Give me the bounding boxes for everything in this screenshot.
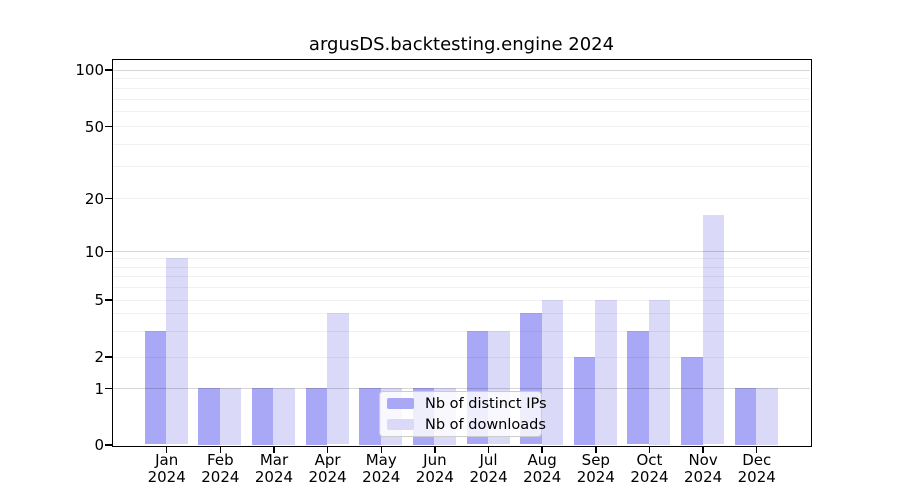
x-tick-mark [380,446,382,453]
bar-nb-of-distinct-ips-nov [681,356,703,445]
legend-item-downloads: Nb of downloads [380,416,546,434]
y-tick-mark [105,125,112,128]
x-tick-label-dec: Dec 2024 [737,451,776,486]
x-tick-label-jul: Jul 2024 [469,451,508,486]
x-tick-label-may: May 2024 [362,451,401,486]
x-tick-label-nov: Nov 2024 [684,451,723,486]
legend-label-distinct-ips: Nb of distinct IPs [425,395,547,412]
x-tick-mark [487,446,490,453]
y-tick-label: 2 [94,348,104,366]
bar-nb-of-distinct-ips-apr [305,388,328,445]
legend-swatch-distinct-ips-icon [387,398,414,409]
legend-item-distinct-ips: Nb of distinct IPs [380,395,547,413]
y-tick-mark [105,69,112,71]
bar-nb-of-downloads-dec [756,388,778,445]
x-tick-mark [541,446,543,453]
bar-nb-of-distinct-ips-jan [144,331,167,445]
bar-nb-of-distinct-ips-sep [573,356,596,445]
bar-nb-of-downloads-oct [648,299,671,445]
bar-nb-of-distinct-ips-mar [251,388,274,445]
x-tick-mark [434,446,436,453]
x-tick-mark [756,446,758,453]
x-tick-mark [273,446,275,453]
x-tick-label-jan: Jan 2024 [147,451,186,486]
y-tick-mark [105,444,112,446]
x-tick-mark [648,446,651,453]
gridline-minor [112,87,810,89]
gridline-minor [112,143,810,145]
bar-nb-of-downloads-apr [327,313,349,445]
gridline-minor [112,126,810,127]
y-tick-label: 0 [94,436,104,454]
x-tick-label-mar: Mar 2024 [254,451,294,486]
y-tick-label: 100 [75,61,104,79]
bar-nb-of-distinct-ips-oct [627,331,649,445]
legend-swatch-downloads-icon [387,419,414,430]
x-tick-label-jun: Jun 2024 [415,451,454,486]
x-tick-mark [595,446,597,453]
chart-title: argusDS.backtesting.engine 2024 [308,34,615,55]
gridline-major [112,69,810,71]
x-tick-label-aug: Aug 2024 [523,451,562,486]
x-tick-label-sep: Sep 2024 [576,451,615,486]
x-tick-mark [326,446,329,453]
bar-nb-of-downloads-feb [219,388,242,445]
y-tick-label: 50 [84,117,104,136]
y-tick-label: 1 [94,379,104,398]
gridline-minor [112,98,810,100]
bar-nb-of-downloads-sep [595,299,617,445]
gridline-minor [112,111,810,113]
x-tick-mark [166,446,168,453]
gridline-minor [112,198,810,199]
gridline-minor [112,78,810,80]
x-tick-label-apr: Apr 2024 [308,451,347,486]
x-tick-mark [219,446,222,453]
y-tick-mark [105,299,112,301]
legend: Nb of distinct IPs Nb of downloads [379,391,547,437]
gridline-minor [112,166,810,168]
plot-area [111,58,812,447]
y-tick-mark [105,387,112,390]
bar-nb-of-distinct-ips-feb [198,388,220,445]
y-tick-label: 5 [94,291,104,309]
y-tick-label: 10 [84,242,104,261]
y-tick-label: 20 [84,189,104,208]
bar-nb-of-distinct-ips-dec [734,388,757,445]
bar-nb-of-downloads-jan [166,258,188,445]
y-tick-mark [105,197,112,200]
bar-nb-of-downloads-aug [541,299,564,445]
y-tick-mark [105,356,112,358]
bar-nb-of-downloads-mar [273,388,295,445]
bar-nb-of-distinct-ips-may [359,388,381,445]
x-tick-label-feb: Feb 2024 [201,451,240,486]
y-tick-mark [105,250,112,253]
legend-label-downloads: Nb of downloads [425,416,546,433]
x-tick-label-oct: Oct 2024 [630,451,669,486]
bar-nb-of-downloads-nov [702,215,725,445]
x-tick-mark [702,446,704,453]
